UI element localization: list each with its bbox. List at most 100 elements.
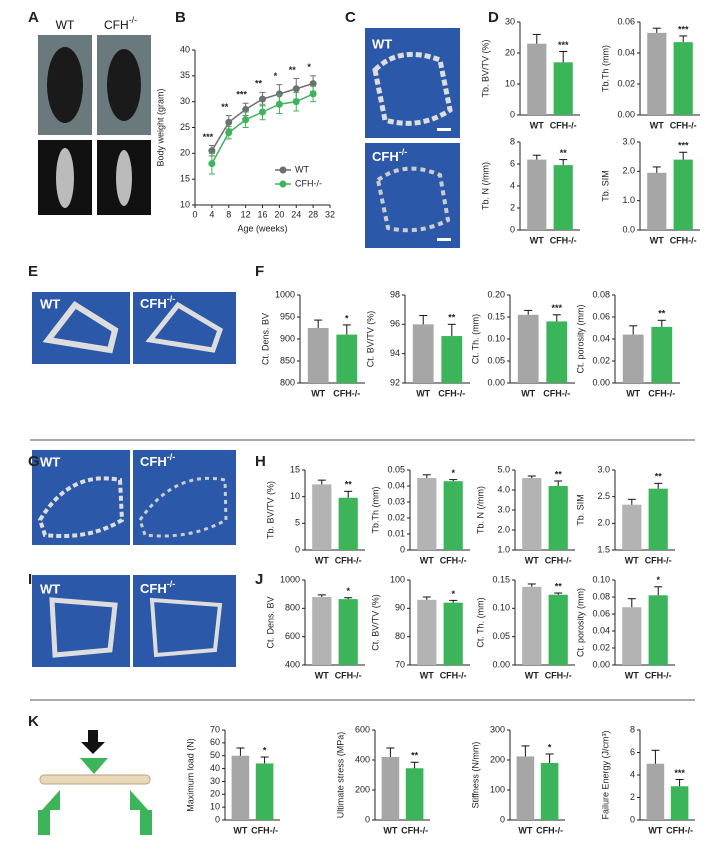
cortical [149, 597, 223, 658]
label-sup: -/- [167, 294, 176, 304]
y-tick-label: 1000 [275, 289, 295, 299]
y-tick-label: 0.0 [622, 224, 635, 234]
bar [443, 602, 463, 665]
bar [648, 488, 668, 550]
significance: * [451, 589, 455, 599]
load-arrow [81, 730, 105, 754]
y-tick-label: 2.0 [497, 524, 510, 534]
x-tick-label: 8 [226, 209, 231, 219]
y-tick-label: 600 [285, 631, 300, 641]
x-tick-label: CFH-/- [670, 120, 697, 130]
point [208, 160, 216, 168]
y-tick-label: 0 [510, 109, 515, 119]
y-tick-label: 200 [490, 754, 505, 764]
significance: * [274, 71, 278, 81]
image-label: CFH-/- [104, 15, 137, 32]
y-tick-label: 10 [290, 491, 300, 501]
panel-letter: F [255, 263, 264, 280]
image-label: WT [56, 18, 75, 32]
y-tick-label: 4 [510, 180, 515, 190]
significance: *** [674, 768, 685, 778]
microct [133, 450, 236, 545]
trabecular [375, 166, 451, 233]
label-sup: -/- [167, 452, 176, 462]
bar [540, 763, 559, 820]
x-tick-label: 12 [241, 209, 251, 219]
label-base: CFH [140, 581, 167, 596]
y-tick-label: 0.02 [592, 642, 610, 652]
point [292, 85, 300, 93]
bar [527, 159, 547, 230]
y-tick-label: 70 [395, 659, 405, 669]
y-tick-label: 0.15 [487, 311, 505, 321]
y-tick-label: 70 [210, 724, 220, 734]
y-tick-label: 0.10 [487, 333, 505, 343]
panel-letter: H [255, 453, 266, 470]
y-axis-label: Failure Energy (J/cm³) [600, 730, 610, 819]
y-tick-label: 20 [210, 789, 220, 799]
x-tick-label: CFH-/- [543, 388, 570, 398]
significance: *** [678, 141, 689, 151]
y-tick-label: 35 [180, 70, 190, 80]
image-label: WT [40, 454, 60, 469]
y-axis-label: Tb. BV/TV (%) [480, 39, 490, 97]
y-tick-label: 96 [390, 319, 400, 329]
x-tick-label: CFH-/- [438, 388, 465, 398]
y-axis-label: Ct. Th. (mm) [470, 314, 480, 364]
x-tick-label: WT [530, 120, 544, 130]
legend-label: WT [295, 164, 309, 174]
point [259, 108, 266, 116]
y-tick-label: 10 [505, 78, 515, 88]
bar [553, 165, 573, 230]
bar [622, 504, 642, 550]
y-tick-label: 0 [365, 814, 370, 824]
bar [670, 786, 689, 820]
y-tick-label: 0.05 [387, 464, 405, 474]
y-tick-label: 0.04 [592, 333, 610, 343]
y-tick-label: 30 [505, 16, 515, 26]
y-tick-label: 0.06 [592, 311, 610, 321]
x-tick-label: WT [625, 670, 639, 680]
y-tick-label: 94 [390, 348, 400, 358]
mouse [47, 47, 83, 123]
significance: ** [655, 472, 663, 482]
y-tick-label: 400 [355, 754, 370, 764]
y-tick-label: 5 [295, 518, 300, 528]
y-tick-label: 2.0 [622, 166, 635, 176]
y-tick-label: 30 [210, 776, 220, 786]
point [309, 90, 317, 98]
bar [647, 172, 667, 230]
bar [417, 478, 437, 550]
y-tick-label: 6 [630, 747, 635, 757]
scale-bar [437, 128, 451, 131]
bar [412, 324, 434, 383]
y-tick-label: 0.02 [387, 512, 405, 522]
x-tick-label: WT [420, 555, 434, 565]
x-tick-label: WT [416, 388, 430, 398]
significance: ** [345, 480, 353, 490]
x-tick-label: 24 [291, 209, 301, 219]
bar [405, 768, 424, 820]
panel-letter: A [28, 9, 39, 26]
y-tick-label: 0.04 [592, 625, 610, 635]
panel-letter: J [255, 571, 263, 588]
label-base: CFH [140, 454, 167, 469]
point [292, 98, 300, 106]
y-tick-label: 1.0 [497, 544, 510, 554]
bar [338, 497, 358, 550]
bone [39, 774, 151, 785]
x-tick-label: CFH-/- [333, 388, 360, 398]
significance: * [346, 586, 350, 596]
y-tick-label: 15 [180, 174, 190, 184]
y-tick-label: 0.20 [487, 289, 505, 299]
y-tick-label: 6 [510, 158, 515, 168]
y-tick-label: 20 [180, 148, 190, 158]
bar [381, 757, 400, 820]
panel-letter: B [175, 9, 186, 26]
y-tick-label: 0 [400, 544, 405, 554]
y-tick-label: 40 [210, 763, 220, 773]
y-tick-label: 60 [210, 737, 220, 747]
x-tick-label: CFH-/- [550, 120, 577, 130]
y-tick-label: 100 [390, 574, 405, 584]
x-tick-label: WT [311, 388, 325, 398]
